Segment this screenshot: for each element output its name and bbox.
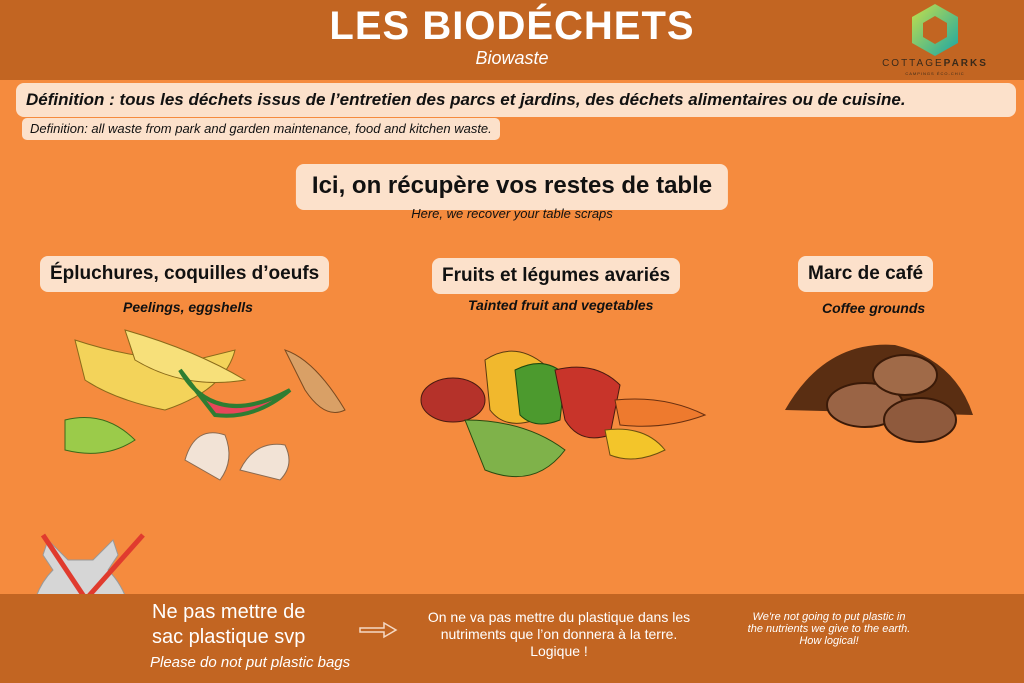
headline-fr: Ici, on récupère vos restes de table: [295, 164, 729, 210]
definition-en: Definition: all waste from park and gard…: [22, 118, 500, 140]
category-peelings-title: Épluchures, coquilles d’oeufs: [40, 256, 330, 292]
category-fruits-en: Tainted fruit and vegetables: [468, 297, 654, 313]
reason-en: We're not going to put plastic in the nut…: [747, 611, 911, 647]
peelings-eggshells-illustration: [64, 329, 346, 481]
coffee-beans-illustration: [785, 344, 973, 443]
category-peelings-en: Peelings, eggshells: [123, 299, 253, 315]
header: LES BIODÉCHETS Biowaste COTTAGEPARKS CAM…: [0, 0, 1024, 80]
rotten-vegetables-illustration: [420, 350, 707, 478]
page-title: LES BIODÉCHETS: [329, 4, 695, 48]
page-subtitle: Biowaste: [475, 48, 549, 68]
category-fruits-title: Fruits et légumes avariés: [432, 258, 681, 294]
arrow-icon: [359, 621, 398, 639]
reason-fr: On ne va pas mettre du plastique dans le…: [427, 609, 691, 659]
cottage-parks-logo: COTTAGEPARKS CAMPINGS ÉCO-CHIC: [870, 2, 1000, 78]
warning-en: Please do not put plastic bags: [150, 654, 351, 671]
logo-tagline: CAMPINGS ÉCO-CHIC: [905, 71, 965, 76]
warning-fr: Ne pas mettre de sac plastique svp: [152, 601, 306, 648]
footer-banner: Ne pas mettre de sac plastique svp Please…: [0, 594, 1024, 683]
category-coffee-en: Coffee grounds: [822, 300, 926, 316]
logo-name: COTTAGEPARKS: [882, 58, 988, 69]
definition-fr: Définition : tous les déchets issus de l…: [16, 83, 1016, 117]
hexagon-logo-icon: [912, 4, 958, 56]
headline-en: Here, we recover your table scraps: [411, 206, 613, 221]
category-coffee-title: Marc de café: [798, 256, 934, 292]
